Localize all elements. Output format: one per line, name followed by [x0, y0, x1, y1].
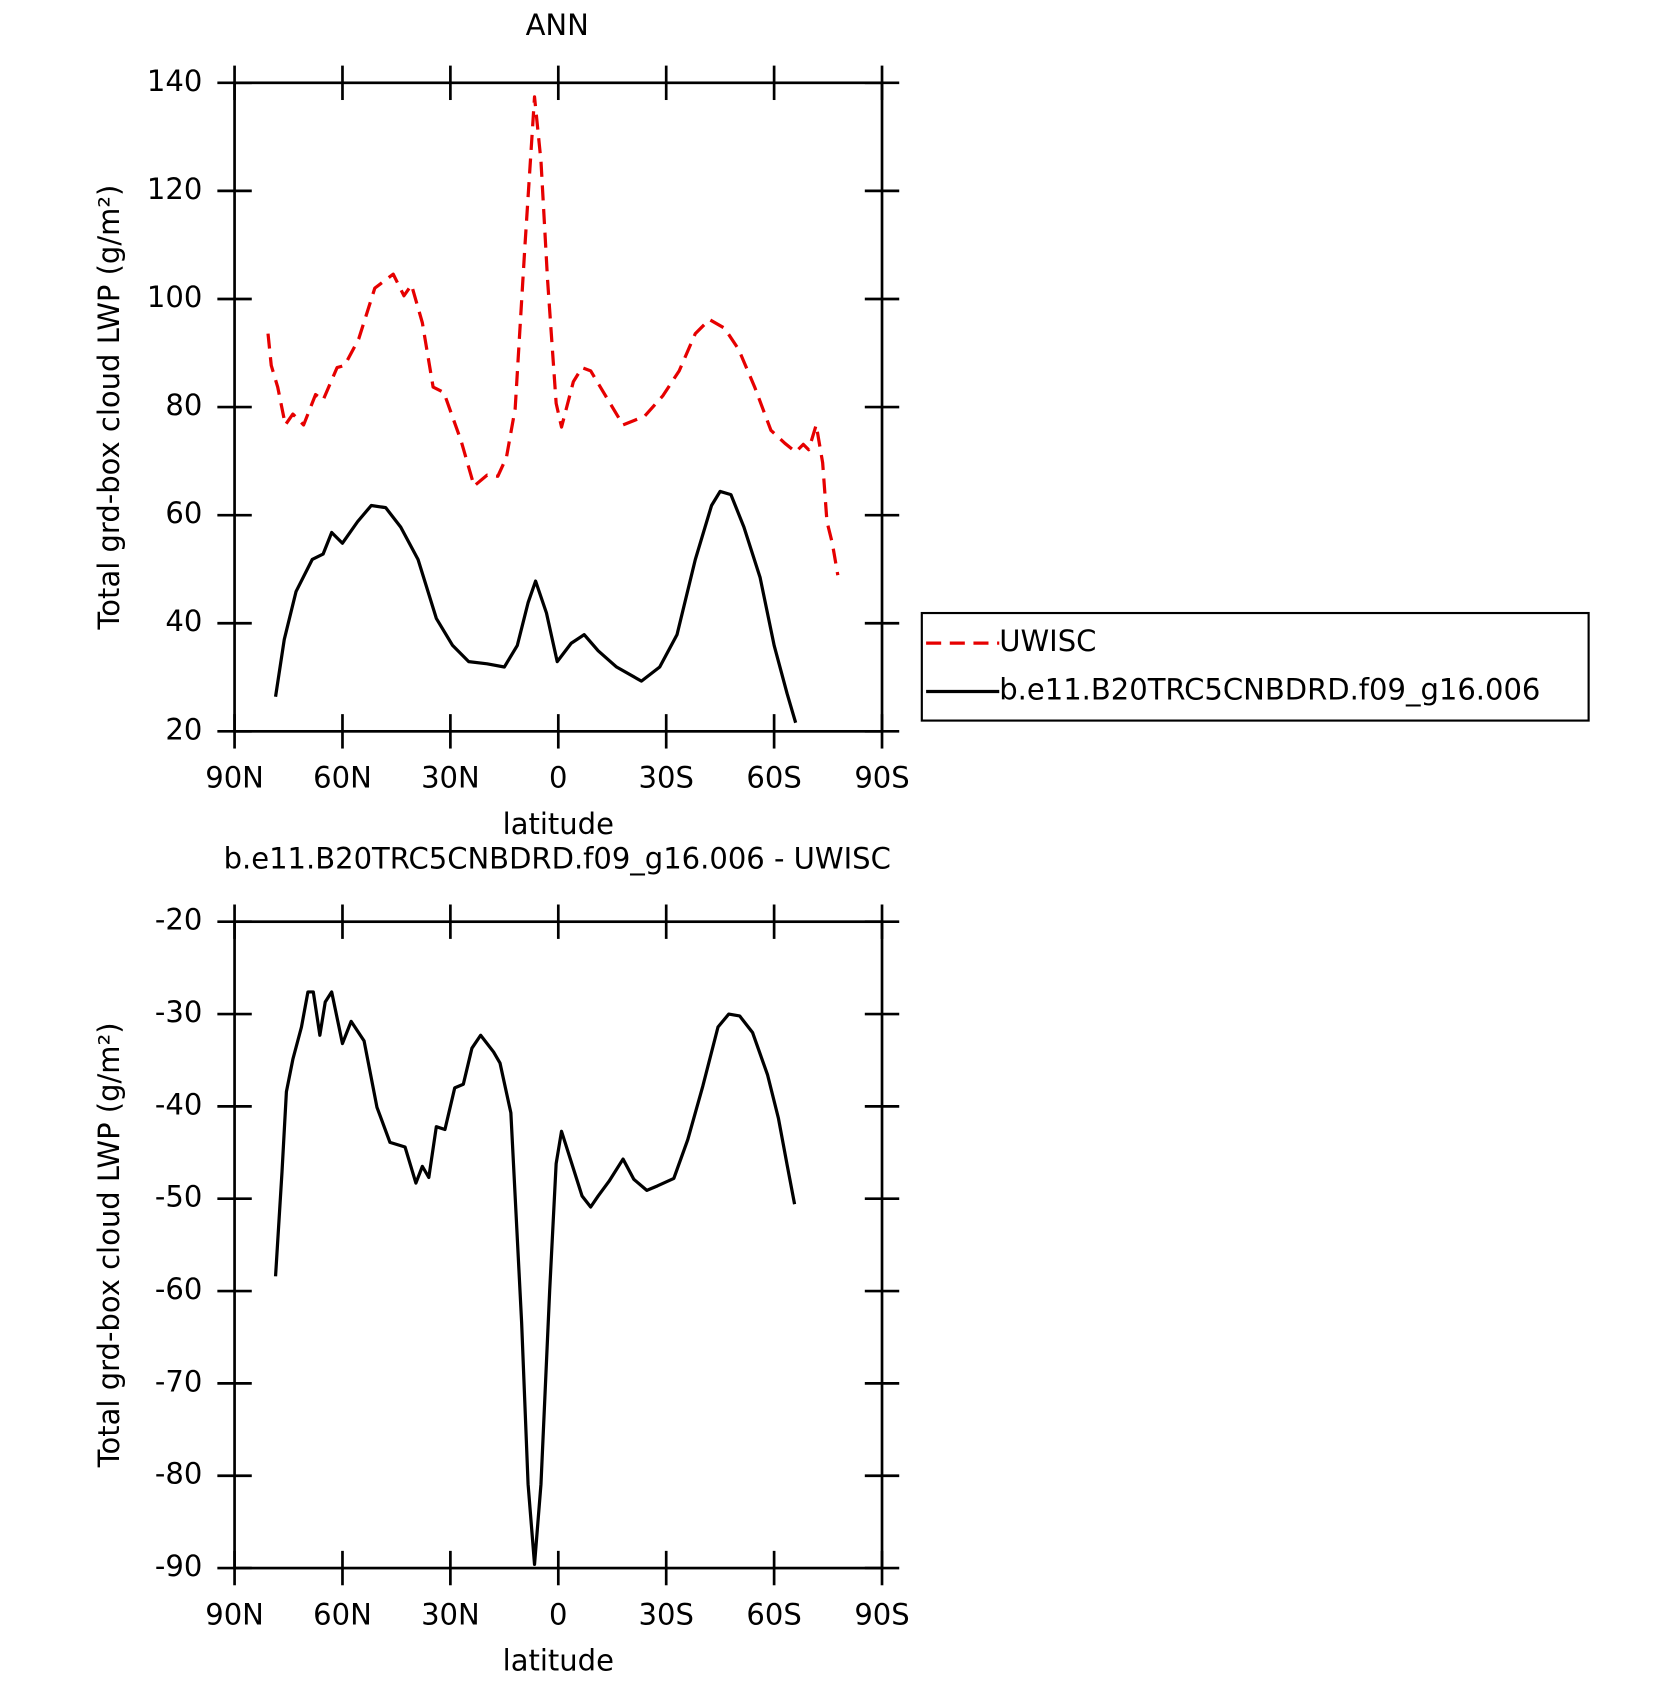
x-tick-label: 60N	[313, 761, 372, 795]
legend-box	[920, 611, 1590, 722]
y-tick-label: 80	[165, 388, 202, 422]
y-tick-label: 20	[165, 712, 202, 746]
series-line	[266, 95, 840, 576]
x-tick-label: 30N	[421, 1597, 480, 1631]
x-tick-label: 60S	[746, 1597, 801, 1631]
x-tick-label: 30S	[639, 761, 694, 795]
legend-label: UWISC	[999, 624, 1096, 658]
chart-title: b.e11.B20TRC5CNBDRD.f09_g16.006 - UWISC	[224, 841, 891, 875]
y-tick-label: -20	[155, 903, 202, 937]
y-tick-label: 60	[165, 496, 202, 530]
x-tick-label: 90N	[205, 1597, 264, 1631]
x-tick-label: 60N	[313, 1597, 372, 1631]
x-tick-label: 0	[549, 1597, 567, 1631]
y-tick-label: -70	[155, 1364, 202, 1398]
x-axis-label: latitude	[503, 807, 614, 841]
legend-label: b.e11.B20TRC5CNBDRD.f09_g16.006	[999, 673, 1540, 707]
x-tick-label: 30S	[639, 1597, 694, 1631]
y-tick-label: 140	[147, 64, 202, 98]
y-axis-label: Total grd-box cloud LWP (g/m²)	[92, 185, 126, 631]
y-tick-label: 120	[147, 172, 202, 206]
y-tick-label: -30	[155, 995, 202, 1029]
y-tick-label: -50	[155, 1180, 202, 1214]
y-tick-label: -90	[155, 1549, 202, 1583]
y-tick-label: -40	[155, 1087, 202, 1121]
x-tick-label: 60S	[746, 761, 801, 795]
x-tick-label: 90S	[854, 761, 909, 795]
x-tick-label: 30N	[421, 761, 480, 795]
chart-title: ANN	[526, 8, 589, 42]
x-axis-label: latitude	[503, 1644, 614, 1678]
series-line	[273, 990, 797, 1567]
y-tick-label: -60	[155, 1272, 202, 1306]
x-tick-label: 90S	[854, 1597, 909, 1631]
y-tick-label: 100	[147, 280, 202, 314]
x-tick-label: 90N	[205, 761, 264, 795]
y-tick-label: -80	[155, 1457, 202, 1491]
y-tick-label: 40	[165, 604, 202, 638]
series-line	[273, 489, 798, 724]
x-tick-label: 0	[549, 761, 567, 795]
plot-frame	[233, 920, 884, 1570]
y-axis-label: Total grd-box cloud LWP (g/m²)	[92, 1022, 126, 1468]
